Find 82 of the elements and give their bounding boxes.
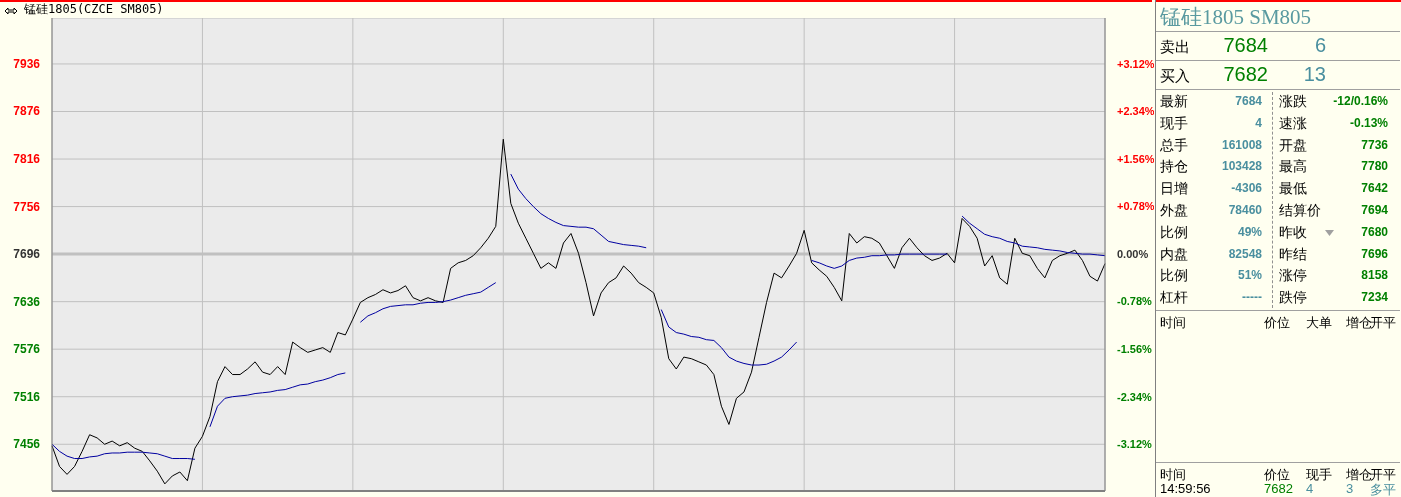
y-tick-label: 7576 xyxy=(13,342,41,357)
text: 最低 xyxy=(1279,180,1307,199)
text: 51% xyxy=(1237,268,1262,283)
y2-tick-label: +1.56% xyxy=(1117,152,1155,165)
text: 昨收 xyxy=(1279,223,1307,242)
y2-tick-label: -2.34% xyxy=(1117,390,1153,403)
y-tick-label: 7636 xyxy=(13,294,41,309)
text: 跌停 xyxy=(1279,289,1307,308)
text: 锰硅1805 SM805 xyxy=(1160,4,1312,31)
y-tick-label: 7936 xyxy=(13,56,41,71)
y-tick-label: 7756 xyxy=(13,199,41,214)
text: 持仓 xyxy=(1160,158,1188,177)
y2-tick-label: +3.12% xyxy=(1117,57,1155,70)
text: 速涨 xyxy=(1279,114,1307,133)
text: 外盘 xyxy=(1160,202,1188,220)
text: 7682 xyxy=(1264,481,1293,496)
text: 开平 xyxy=(1370,314,1396,332)
text: -4306 xyxy=(1231,181,1262,196)
text: 多平 xyxy=(1370,481,1396,497)
text: 内盘 xyxy=(1160,245,1188,264)
text: 卖出 xyxy=(1160,38,1190,57)
text: 价位 xyxy=(1264,466,1290,484)
text: 3 xyxy=(1346,481,1354,496)
text: 7234 xyxy=(1361,290,1388,305)
text: 价位 xyxy=(1264,314,1290,332)
chart-title: 锰硅1805(CZCE SM805) xyxy=(24,2,164,16)
text: -0.13% xyxy=(1349,115,1388,130)
text: 时间 xyxy=(1160,314,1186,332)
text: 7684 xyxy=(1223,34,1268,57)
y-tick-label: 7816 xyxy=(13,152,41,167)
text: 比例 xyxy=(1160,223,1188,242)
text: 杠杆 xyxy=(1160,289,1188,308)
text: 涨跌 xyxy=(1279,93,1307,111)
text: 7642 xyxy=(1361,181,1388,196)
text: 最高 xyxy=(1279,158,1307,177)
text: 现手 xyxy=(1306,466,1332,484)
text: 买入 xyxy=(1160,67,1190,86)
text: 7694 xyxy=(1361,203,1388,217)
text: 7780 xyxy=(1361,159,1388,174)
text: 增仓 xyxy=(1346,314,1372,332)
y-tick-label: 7696 xyxy=(13,247,41,262)
text: 4 xyxy=(1255,115,1262,130)
line-series xyxy=(51,138,1106,485)
text: 103428 xyxy=(1221,159,1262,174)
y-tick-label: 7456 xyxy=(13,437,41,452)
text: 日增 xyxy=(1160,180,1188,199)
text: 4 xyxy=(1306,481,1314,496)
text: 7684 xyxy=(1235,94,1262,108)
text: -12/0.16% xyxy=(1333,94,1388,108)
text: 8158 xyxy=(1361,268,1388,283)
text: 现手 xyxy=(1160,114,1188,133)
y2-tick-label: -3.12% xyxy=(1117,438,1153,451)
y2-tick-label: -1.56% xyxy=(1117,342,1153,355)
text: 78460 xyxy=(1228,203,1262,217)
text: 昨结 xyxy=(1279,245,1307,264)
text: 比例 xyxy=(1160,267,1188,286)
text: 最新 xyxy=(1160,93,1188,111)
text: 增仓 xyxy=(1346,466,1372,483)
text: 13 xyxy=(1303,63,1326,86)
text: 7682 xyxy=(1223,63,1268,86)
text: 总手 xyxy=(1160,136,1188,155)
y2-tick-label: +2.34% xyxy=(1117,105,1155,118)
text: 49% xyxy=(1237,224,1262,239)
text: 161008 xyxy=(1221,137,1262,152)
text: 开盘 xyxy=(1279,136,1307,155)
y-tick-label: 7516 xyxy=(13,389,41,404)
text: 82548 xyxy=(1228,246,1262,261)
text: 结算价 xyxy=(1279,202,1321,220)
y2-tick-label: -0.78% xyxy=(1117,295,1153,308)
text: 7696 xyxy=(1361,246,1388,261)
y2-tick-label: 0.00% xyxy=(1117,247,1149,260)
text: 开平 xyxy=(1370,466,1396,483)
text: 涨停 xyxy=(1279,267,1307,286)
text: 6 xyxy=(1314,34,1326,57)
text: ----- xyxy=(1242,290,1262,305)
text: 7680 xyxy=(1361,224,1388,239)
text: 14:59:56 xyxy=(1160,481,1211,496)
y-tick-label: 7876 xyxy=(13,104,41,119)
text: 7736 xyxy=(1361,137,1388,152)
y2-tick-label: +0.78% xyxy=(1117,200,1155,213)
text: 时间 xyxy=(1160,466,1186,484)
text: 大单 xyxy=(1306,314,1332,332)
